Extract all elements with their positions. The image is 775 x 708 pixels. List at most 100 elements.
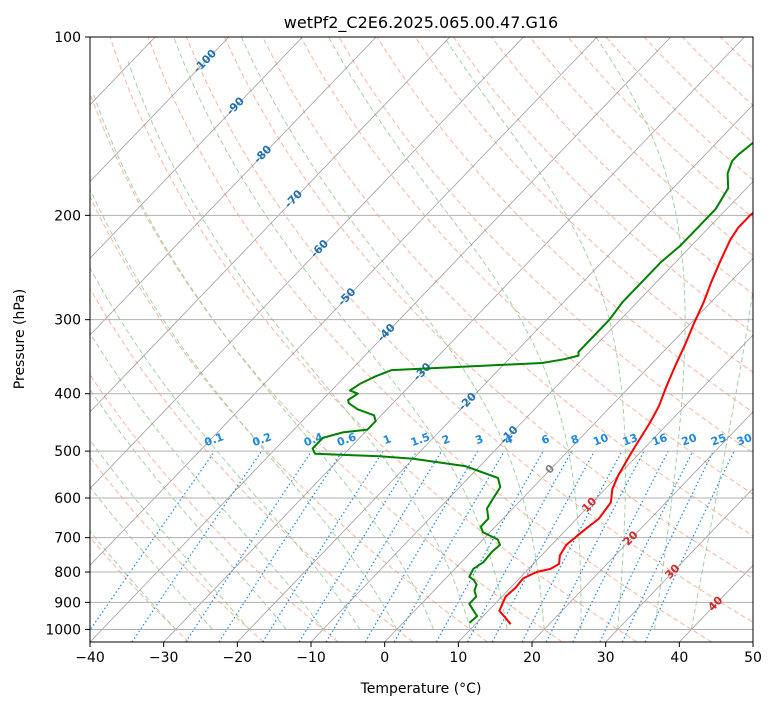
x-tick-label: −10: [296, 650, 326, 666]
temperature-profile-line: [498, 211, 753, 625]
dry-adiabat-line: [262, 37, 753, 537]
y-tick-label: 800: [54, 565, 81, 581]
dry-adiabat-line: [224, 37, 753, 580]
y-tick-label: 300: [54, 313, 81, 329]
profile-series: [311, 141, 753, 625]
mixing-ratio-line: [90, 450, 216, 632]
mixing-ratio-label: 16: [650, 431, 669, 449]
mixing-ratio-label: 0.1: [203, 430, 226, 449]
mixing-ratio-line: [262, 450, 384, 642]
moist-adiabat-line: [93, 94, 435, 630]
isotherm-line: [458, 334, 753, 642]
mixing-ratio-label: 6: [540, 432, 552, 447]
pressure-gridlines: [90, 37, 753, 630]
isotherm-line: [163, 37, 745, 642]
dry-adiabat-line: [90, 91, 563, 642]
isotherm-line: [605, 487, 753, 642]
x-tick-label: 50: [744, 650, 762, 666]
mixing-ratio-label: 1.5: [409, 430, 432, 449]
moist-adiabat-line: [90, 266, 361, 630]
dry-adiabat-line: [109, 37, 638, 642]
mixing-ratio-line: [131, 450, 263, 642]
mixing-ratio-line: [325, 450, 443, 642]
isotherm-line: [384, 257, 753, 642]
mixing-ratio-line: [572, 450, 669, 642]
mixing-ratio-label: 4: [503, 432, 515, 447]
mixing-ratio-line: [298, 450, 418, 642]
isotherm-line: [90, 37, 230, 183]
moist-adiabat-line: [90, 388, 287, 630]
dry-adiabat-line: [90, 536, 190, 642]
moist-adiabat-line: [328, 37, 582, 630]
moist-adiabat-line: [173, 37, 508, 630]
x-tick-label: 10: [449, 650, 467, 666]
mixing-ratio-label: 1: [381, 432, 393, 447]
moist-adiabat-line: [240, 37, 545, 630]
mixing-ratio-label: 30: [735, 431, 754, 449]
y-tick-label: 700: [54, 531, 81, 547]
y-axis-label: Pressure (hPa): [12, 289, 28, 389]
mixing-ratio-label: 10: [591, 431, 610, 449]
x-axis: −40 −30 −20 −10 0 10 20 30 40 50: [75, 642, 762, 666]
mixing-ratio-line: [218, 450, 343, 642]
mixing-ratio-label: 0.6: [335, 430, 358, 449]
isotherm-line: [90, 37, 672, 642]
dry-adiabat-line: [300, 37, 753, 495]
dry-adiabat-line: [90, 456, 264, 642]
mixing-ratio-label: 13: [621, 431, 640, 448]
x-tick-label: 40: [670, 650, 688, 666]
y-axis: 100 200 300 400 500 600 700 800 900 1000: [45, 30, 90, 638]
moist-adiabat-line: [595, 37, 686, 630]
mixing-ratio-label: 0.2: [251, 430, 274, 449]
y-tick-label: 200: [54, 208, 81, 224]
mixing-ratio-label: 0.4: [302, 430, 325, 449]
isotherm-line: [90, 37, 524, 490]
x-axis-label: Temperature (°C): [360, 681, 482, 697]
mixing-ratio-label: 3: [473, 432, 485, 447]
mixing-ratio-label: 25: [709, 431, 728, 448]
dry-adiabat-line: [605, 37, 753, 181]
dry-adiabat-line: [147, 37, 712, 642]
x-tick-label: 30: [597, 650, 615, 666]
isotherm-line: [90, 37, 598, 566]
isotherms: [90, 37, 753, 642]
chart-title: wetPf2_C2E6.2025.065.00.47.G16: [284, 13, 558, 33]
dry-adiabat-line: [529, 37, 753, 257]
mixing-ratio-label: 2: [440, 432, 452, 447]
isotherm-line: [237, 104, 753, 642]
moist-adiabat-line: [690, 287, 753, 630]
mixing-ratio-line: [545, 450, 645, 642]
plot-area: -100-90-80-70-60-50-40-30-20-10010203040…: [90, 37, 754, 642]
y-tick-label: 500: [54, 444, 81, 460]
dry-adiabat-line: [90, 287, 414, 642]
dry-adiabat-line: [414, 37, 753, 373]
mixing-ratio-line: [185, 450, 313, 642]
x-tick-label: −30: [149, 650, 179, 666]
y-tick-label: 400: [54, 387, 81, 403]
mixing-ratio-label: 20: [680, 431, 699, 449]
isotherm-line: [310, 181, 753, 642]
dry-adiabat-line: [567, 37, 753, 219]
x-tick-label: −20: [223, 650, 253, 666]
moist-adiabat-line: [90, 187, 398, 630]
dry-adiabat-line: [90, 195, 488, 642]
dry-adiabat-line: [643, 37, 753, 144]
x-tick-label: −40: [75, 650, 105, 666]
plot-frame: [89, 36, 754, 643]
mixing-ratio-label: 8: [569, 432, 581, 447]
moist-adiabat-line: [90, 332, 324, 630]
isotherm-line: [90, 37, 377, 336]
moist-adiabat-line: [443, 37, 626, 630]
moist-adiabat-line: [90, 439, 250, 630]
dry-adiabat-line: [185, 37, 753, 623]
y-tick-label: 1000: [45, 622, 81, 638]
isotherm-line: [90, 37, 303, 259]
isotherm-line: [531, 411, 753, 642]
mixing-ratio-line: [466, 450, 573, 642]
isotherm-line: [90, 37, 451, 413]
dry-adiabat-line: [452, 37, 753, 334]
x-tick-label: 20: [523, 650, 541, 666]
moist-adiabat-line: [127, 61, 471, 630]
dewpoint-profile-line: [311, 141, 753, 624]
